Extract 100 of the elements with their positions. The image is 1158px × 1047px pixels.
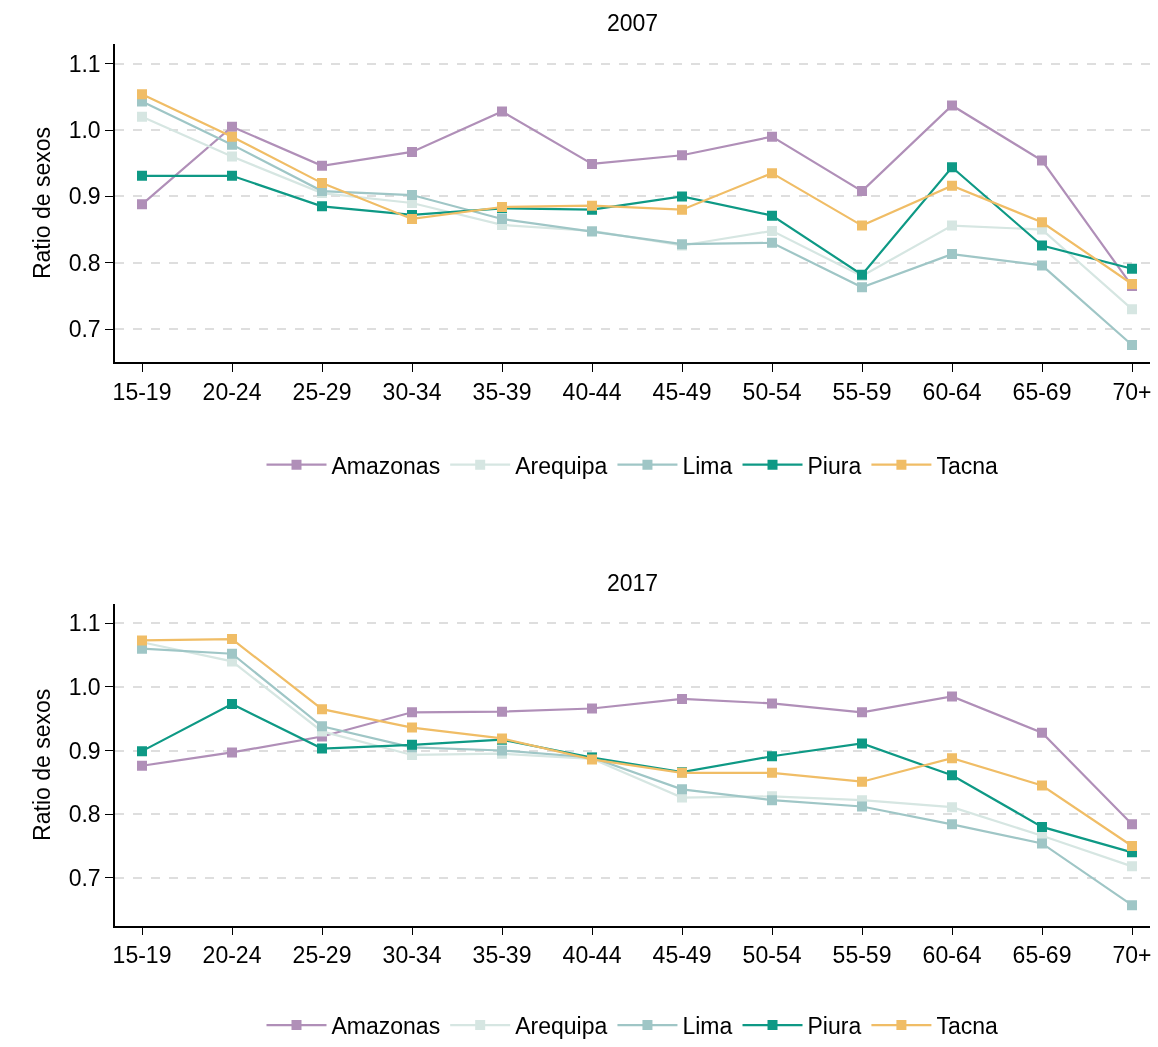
- point: [317, 704, 327, 715]
- point: [767, 237, 777, 248]
- x-tick-label: 15-19: [112, 941, 172, 968]
- y-tick-label: 0.9: [68, 183, 101, 210]
- x-tick-label: 70+: [1112, 941, 1152, 968]
- point: [227, 747, 237, 758]
- point: [227, 170, 237, 181]
- point: [1037, 217, 1047, 228]
- x-tick-label: 70+: [1112, 378, 1152, 405]
- point: [317, 160, 327, 171]
- legend-label: Lima: [682, 452, 733, 479]
- point: [767, 210, 777, 221]
- y-axis-title: Ratio de sexos: [28, 688, 55, 841]
- point: [947, 249, 957, 260]
- y-tick-label: 1.1: [68, 610, 101, 637]
- point: [587, 703, 597, 714]
- x-tick-label: 60-64: [922, 378, 982, 405]
- chart-title: 2017: [607, 570, 659, 596]
- point: [227, 131, 237, 142]
- point: [1127, 819, 1137, 830]
- y-tick-label: 0.7: [68, 864, 101, 891]
- point: [767, 795, 777, 806]
- legend-label: Lima: [682, 1013, 733, 1039]
- point: [1037, 240, 1047, 251]
- point: [227, 634, 237, 645]
- chart-title: 2007: [607, 10, 659, 36]
- point: [767, 751, 777, 762]
- x-tick-label: 45-49: [652, 941, 712, 968]
- point: [317, 721, 327, 732]
- point: [1037, 838, 1047, 849]
- point: [1127, 340, 1137, 351]
- point: [137, 760, 147, 771]
- x-tick-label: 65-69: [1012, 378, 1072, 405]
- y-tick-label: 1.0: [68, 117, 101, 144]
- point: [947, 100, 957, 111]
- legend-label: Piura: [807, 452, 862, 479]
- point: [317, 201, 327, 212]
- point: [497, 106, 507, 117]
- y-tick-label: 1.1: [68, 50, 101, 77]
- point: [1037, 727, 1047, 738]
- point: [857, 282, 867, 293]
- point: [947, 802, 957, 813]
- point: [227, 699, 237, 710]
- point: [587, 200, 597, 211]
- point: [857, 186, 867, 197]
- y-tick-label: 0.7: [68, 316, 101, 343]
- x-tick-label: 25-29: [292, 941, 352, 968]
- x-tick-label: 55-59: [832, 378, 892, 405]
- point: [857, 707, 867, 718]
- x-tick-label: 20-24: [202, 941, 262, 968]
- point: [137, 111, 147, 122]
- point: [947, 770, 957, 781]
- legend-label: Tacna: [936, 452, 998, 479]
- point: [947, 220, 957, 231]
- point: [407, 190, 417, 201]
- point: [857, 738, 867, 749]
- legend-label: Arequipa: [515, 452, 608, 479]
- point: [857, 776, 867, 787]
- point: [677, 204, 687, 215]
- point: [587, 158, 597, 169]
- x-tick-label: 60-64: [922, 941, 982, 968]
- point: [1037, 260, 1047, 271]
- point: [497, 213, 507, 224]
- x-tick-label: 40-44: [562, 378, 622, 405]
- point: [1127, 304, 1137, 315]
- x-tick-label: 15-19: [112, 378, 172, 405]
- point: [497, 706, 507, 717]
- point: [1127, 900, 1137, 911]
- x-tick-label: 55-59: [832, 941, 892, 968]
- y-tick-label: 0.8: [68, 801, 101, 828]
- point: [137, 746, 147, 757]
- x-tick-label: 30-34: [382, 941, 442, 968]
- point: [317, 743, 327, 754]
- point: [407, 213, 417, 224]
- point: [857, 220, 867, 231]
- point: [317, 178, 327, 189]
- x-tick-label: 45-49: [652, 378, 712, 405]
- point: [1127, 840, 1137, 851]
- point: [1037, 155, 1047, 166]
- legend-label: Amazonas: [331, 1013, 441, 1039]
- x-tick-label: 40-44: [562, 941, 622, 968]
- point: [767, 168, 777, 179]
- y-tick-label: 1.0: [68, 673, 101, 700]
- legend-label: Tacna: [936, 1013, 998, 1039]
- point: [677, 191, 687, 202]
- point: [857, 801, 867, 812]
- point: [947, 180, 957, 191]
- point: [677, 150, 687, 161]
- point: [137, 89, 147, 100]
- point: [767, 131, 777, 142]
- x-tick-label: 30-34: [382, 378, 442, 405]
- point: [767, 767, 777, 778]
- point: [1037, 821, 1047, 832]
- y-tick-label: 0.8: [68, 249, 101, 276]
- point: [677, 784, 687, 795]
- x-tick-label: 35-39: [472, 941, 532, 968]
- legend-label: Arequipa: [515, 1013, 608, 1039]
- point: [677, 693, 687, 704]
- point: [1127, 263, 1137, 274]
- point: [137, 199, 147, 210]
